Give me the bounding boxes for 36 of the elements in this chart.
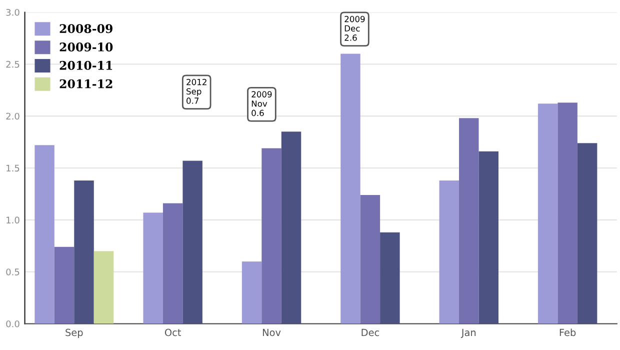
bar <box>360 194 380 324</box>
bar <box>94 251 114 324</box>
y-tick-label: 2.0 <box>6 112 20 120</box>
legend-label: 2011-12 <box>60 79 112 88</box>
y-tick-label: 1.5 <box>6 164 20 172</box>
y-tick-label: 3.0 <box>6 8 20 16</box>
x-tick-label: Oct <box>164 328 181 336</box>
x-tick-label: Sep <box>66 328 83 338</box>
x-tick-label: Nov <box>262 328 281 336</box>
bar <box>538 104 558 324</box>
bar <box>439 180 460 324</box>
legend-label: 2009-10 <box>60 42 113 52</box>
bar <box>162 203 183 324</box>
annotation: 2009 Dec 2.6 <box>344 16 365 41</box>
annotation: 2009 Nov 0.6 <box>252 91 272 116</box>
annotation: 2012 Sep 0.7 <box>186 78 206 104</box>
x-tick-label: Jan <box>460 328 476 338</box>
bar <box>478 151 498 324</box>
bar <box>182 160 202 324</box>
bar <box>143 212 163 324</box>
bar <box>459 118 479 324</box>
bar <box>558 102 578 324</box>
y-tick-label: 0.0 <box>6 320 20 328</box>
legend-label: 2008-09 <box>60 24 112 34</box>
bar <box>242 261 262 324</box>
y-tick-label: 0.5 <box>6 268 20 276</box>
y-tick-label: 1.0 <box>6 216 20 224</box>
x-tick-label: Dec <box>362 328 379 336</box>
bar <box>281 132 302 324</box>
x-tick-label: Feb <box>560 328 576 336</box>
y-tick-label: 2.5 <box>6 60 20 68</box>
bar <box>340 54 360 324</box>
bar <box>380 232 400 324</box>
bar <box>577 143 598 324</box>
bar <box>262 148 282 324</box>
legend-label: 2010-11 <box>60 60 112 70</box>
